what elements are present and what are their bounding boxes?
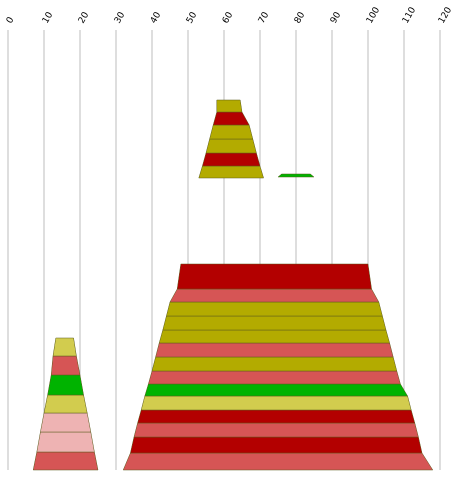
area-band <box>36 431 95 453</box>
area-band <box>216 99 243 113</box>
area-band <box>52 337 77 357</box>
x-tick-label: 120 <box>437 5 452 25</box>
x-tick-label: 60 <box>221 10 236 25</box>
area-band <box>198 165 264 179</box>
large-stack <box>122 99 434 471</box>
area-band <box>166 301 383 317</box>
area-band <box>205 138 257 154</box>
area-band <box>277 173 315 178</box>
area-band <box>137 409 416 424</box>
x-tick-label: 0 <box>5 15 17 25</box>
x-tick-labels: 0 10 20 30 40 50 60 70 80 90 100 110 120 <box>5 5 452 25</box>
plot-area <box>32 99 434 471</box>
area-band <box>151 356 398 372</box>
area-band <box>144 383 409 397</box>
area-band <box>133 422 419 438</box>
area-band <box>43 394 88 414</box>
area-band <box>202 152 261 167</box>
area-band <box>162 315 387 331</box>
area-band <box>50 355 81 376</box>
x-tick-label: 40 <box>149 10 164 25</box>
area-band <box>47 374 84 396</box>
area-band <box>209 124 254 140</box>
x-tick-label: 110 <box>401 5 418 25</box>
area-band <box>40 412 92 433</box>
area-band <box>140 395 412 411</box>
area-band <box>130 436 423 454</box>
x-tick-label: 10 <box>41 10 56 25</box>
area-band <box>212 111 250 126</box>
x-tick-label: 30 <box>113 10 128 25</box>
area-band <box>155 342 394 358</box>
x-tick-label: 80 <box>293 10 308 25</box>
area-band <box>148 370 401 385</box>
area-band <box>32 451 99 471</box>
area-band <box>158 329 390 344</box>
x-tick-label: 100 <box>365 5 382 25</box>
small-stack <box>32 337 99 471</box>
x-tick-label: 20 <box>77 10 92 25</box>
x-tick-label: 90 <box>329 10 344 25</box>
area-band <box>169 288 380 303</box>
x-tick-label: 50 <box>185 10 200 25</box>
area-band <box>122 452 434 471</box>
x-tick-label: 70 <box>257 10 272 25</box>
area-band <box>176 263 372 290</box>
